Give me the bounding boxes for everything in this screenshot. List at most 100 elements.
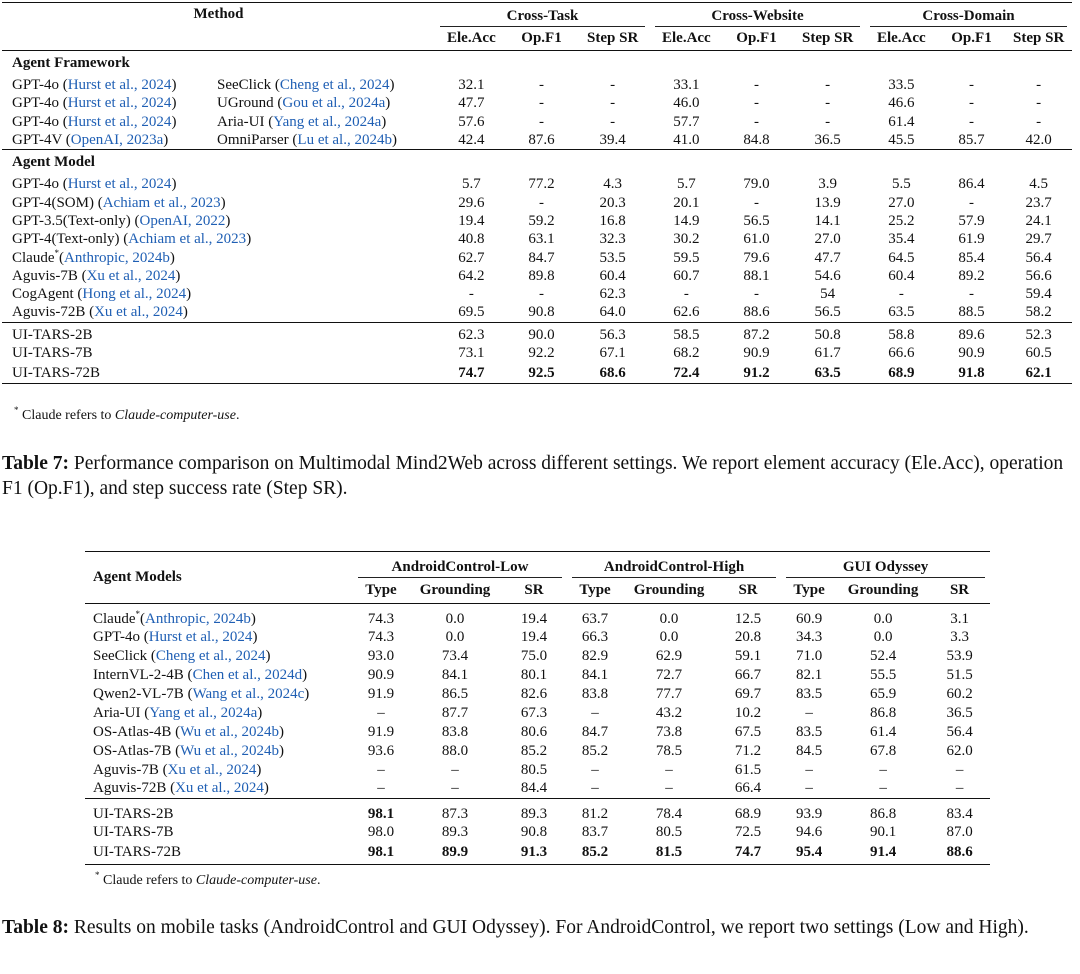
citation[interactable]: Wu et al., 2024b (180, 723, 280, 740)
tool-cell: SeeClick (Cheng et al., 2024) (217, 77, 435, 95)
value-cell: 73.1 (458, 345, 485, 361)
value-cell: 80.1 (520, 667, 548, 684)
method-cell: Claude*(Anthropic, 2024b) (2, 247, 435, 267)
value-cell: 74.7 (734, 844, 762, 861)
citation[interactable]: Lu et al., 2024b (297, 131, 392, 148)
data-row: Aria-UI (Yang et al., 2024a) – 87.7 67.3 – 43… (85, 704, 990, 723)
value-cell: 89.6 (958, 326, 985, 343)
citation[interactable]: Hurst et al., 2024 (148, 629, 253, 646)
value-cell: 79.6 (743, 249, 770, 266)
value-cell: 56.5 (814, 304, 841, 321)
text: ) (389, 77, 395, 94)
citation[interactable]: OpenAI, 2022 (139, 212, 226, 229)
data-row: OS-Atlas-4B (Wu et al., 2024b) 91.9 83.8 80… (85, 723, 990, 742)
text: GPT-4(SOM) ( (12, 194, 103, 211)
value-cell: 60.4 (599, 267, 626, 284)
citation[interactable]: Hong et al., 2024 (82, 286, 187, 303)
citation[interactable]: Hurst et al., 2024 (67, 95, 172, 112)
value-cell: 3.1 (950, 610, 969, 627)
column-header: Step SR (802, 29, 854, 46)
value-cell: 27.0 (814, 231, 841, 248)
superscript: * (54, 247, 60, 258)
citation[interactable]: Xu et al., 2024 (167, 761, 257, 778)
value-cell: 5.7 (461, 176, 481, 193)
header-row: Type Grounding SR Type Grounding SR Type Ground… (85, 578, 990, 604)
value-cell: 74.3 (367, 629, 395, 646)
value-cell: 57.7 (673, 113, 700, 130)
section-title: Agent Framework (12, 55, 130, 72)
value-cell: 72.7 (655, 667, 683, 684)
data-row: Aguvis-7B (Xu et al., 2024) 64.2 89.8 60.4 6… (2, 267, 1072, 285)
value-cell: - (968, 113, 974, 130)
value-cell: 90.9 (958, 345, 985, 361)
column-header: Step SR (1013, 29, 1065, 46)
text: Aguvis-72B ( (12, 304, 95, 321)
citation[interactable]: Xu et al., 2024 (94, 304, 183, 321)
text: ) (163, 131, 169, 148)
text: . (316, 873, 321, 888)
citation[interactable]: Hurst et al., 2024 (67, 176, 172, 193)
method-cell: OS-Atlas-4B (Wu et al., 2024b) (85, 723, 353, 742)
value-cell: 82.9 (581, 648, 609, 665)
citation[interactable]: Hurst et al., 2024 (67, 113, 172, 130)
value-cell: 14.9 (673, 212, 700, 229)
text: ) (252, 629, 258, 646)
citation[interactable]: Wu et al., 2024b (180, 742, 280, 759)
text: OS-Atlas-4B ( (93, 723, 181, 740)
value-cell: 62.9 (655, 648, 683, 665)
citation[interactable]: Cheng et al., 2024 (279, 77, 390, 94)
value-cell: 86.5 (441, 686, 469, 702)
value-cell: - (968, 77, 974, 94)
value-cell: 78.4 (655, 805, 683, 822)
value-cell: 60.2 (946, 686, 973, 702)
citation[interactable]: Anthropic, 2024b (145, 610, 251, 627)
citation[interactable]: Chen et al., 2024d (192, 667, 303, 684)
group-label: AndroidControl-Low (358, 559, 563, 578)
value-cell: 83.4 (946, 805, 973, 822)
citation[interactable]: Anthropic, 2024b (64, 249, 170, 266)
text: UI-TARS-2B (93, 805, 174, 822)
value-cell: 91.3 (520, 844, 548, 861)
value-cell: 88.6 (743, 304, 770, 321)
value-cell: 88.0 (441, 742, 469, 759)
method-cell: UI-TARS-2B (2, 322, 435, 344)
text: ) (265, 648, 271, 665)
citation[interactable]: Gou et al., 2024a (282, 95, 386, 112)
value-cell: 62.3 (599, 286, 626, 303)
data-row: GPT-3.5(Text-only) (OpenAI, 2022) 19.4 59.… (2, 212, 1072, 230)
citation[interactable]: Achiam et al., 2023 (128, 231, 247, 248)
citation[interactable]: Wang et al., 2024c (192, 686, 305, 702)
value-cell: 61.4 (888, 113, 915, 130)
data-row: UI-TARS-7B 73.1 92.2 67.1 68.2 90.9 61.7 66.6 90… (2, 344, 1072, 362)
value-cell: 46.6 (888, 95, 915, 112)
method-cell: UI-TARS-7B (85, 823, 353, 842)
citation[interactable]: Achiam et al., 2023 (102, 194, 221, 211)
value-cell: – (377, 704, 385, 721)
value-cell: 82.1 (795, 667, 823, 684)
column-header: Type (793, 581, 825, 598)
data-row: GPT-4o (Hurst et al., 2024) 5.7 77.2 4.3 5.7… (2, 176, 1072, 194)
citation[interactable]: Xu et al., 2024 (175, 780, 264, 797)
value-cell: - (968, 194, 974, 211)
group-header: AndroidControl-High (567, 552, 781, 578)
value-cell: - (825, 95, 831, 112)
value-cell: – (955, 761, 964, 778)
value-cell: 61.0 (743, 231, 770, 248)
column-header: Grounding (633, 581, 705, 598)
citation[interactable]: Cheng et al., 2024 (155, 648, 266, 665)
value-cell: 71.0 (795, 648, 823, 665)
citation[interactable]: Xu et al., 2024 (86, 267, 176, 284)
citation[interactable]: Yang et al., 2024a (273, 113, 382, 130)
value-cell: 56.6 (1025, 267, 1052, 284)
value-cell: 12.5 (734, 610, 762, 627)
section-row: Agent Framework (2, 50, 1072, 77)
citation[interactable]: Hurst et al., 2024 (67, 77, 172, 94)
value-cell: 68.2 (673, 345, 700, 361)
value-cell: – (805, 761, 813, 778)
column-header: SR (738, 581, 758, 598)
citation[interactable]: Yang et al., 2024a (149, 704, 258, 721)
method-cell: Qwen2-VL-7B (Wang et al., 2024c) (85, 685, 353, 704)
citation[interactable]: OpenAI, 2023a (70, 131, 164, 148)
text: ( (140, 610, 145, 627)
